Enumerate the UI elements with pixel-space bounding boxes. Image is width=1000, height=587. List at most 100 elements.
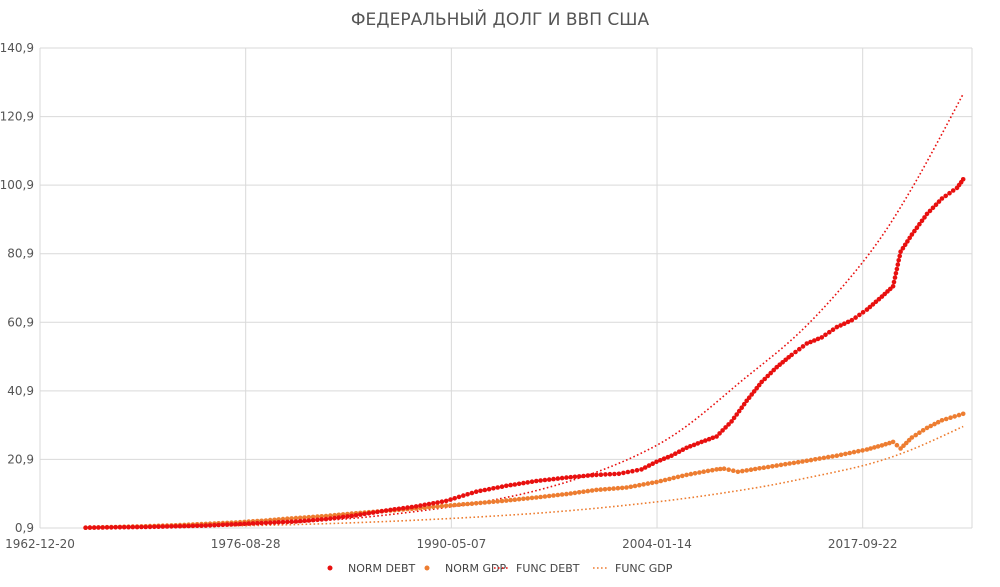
data-point xyxy=(396,506,402,512)
data-point xyxy=(388,507,393,513)
data-point xyxy=(890,284,896,289)
x-tick-label: 1990-05-07 xyxy=(416,537,486,551)
data-point xyxy=(542,494,548,499)
trend-line xyxy=(85,425,964,529)
data-point xyxy=(100,525,105,530)
data-point xyxy=(104,525,110,530)
data-point xyxy=(336,515,342,520)
data-point xyxy=(952,414,957,419)
legend-marker xyxy=(424,565,430,571)
data-point xyxy=(486,499,492,505)
legend-item-func-gdp: FUNC GDP xyxy=(593,562,673,575)
data-point xyxy=(825,454,831,460)
data-point xyxy=(688,444,693,449)
data-point xyxy=(706,436,712,442)
data-point xyxy=(768,370,773,376)
data-point xyxy=(431,501,436,506)
data-point xyxy=(895,262,901,267)
data-point xyxy=(943,193,948,199)
data-point xyxy=(203,523,209,528)
data-point xyxy=(778,462,784,468)
data-point xyxy=(734,412,739,417)
trend-line xyxy=(85,93,964,529)
data-point xyxy=(804,458,810,464)
data-point xyxy=(671,475,676,481)
data-point xyxy=(864,307,870,312)
data-point xyxy=(905,239,910,244)
data-point xyxy=(845,319,851,325)
data-point xyxy=(607,486,612,492)
data-point xyxy=(928,423,933,429)
data-point xyxy=(933,202,939,207)
data-point xyxy=(358,512,363,517)
data-point xyxy=(744,398,749,404)
data-point xyxy=(602,487,608,492)
legend-item-func-debt: FUNC DEBT xyxy=(494,562,580,575)
data-point xyxy=(872,445,877,450)
data-point xyxy=(701,469,706,475)
data-point xyxy=(495,499,501,504)
data-point xyxy=(913,432,918,438)
data-point xyxy=(302,518,307,524)
data-point xyxy=(473,489,479,495)
data-point xyxy=(930,205,936,211)
legend-item-norm-debt: NORM DEBT xyxy=(327,562,415,575)
plot-area xyxy=(83,93,966,530)
data-point xyxy=(616,471,622,477)
data-point xyxy=(199,523,204,528)
data-point xyxy=(504,498,509,503)
data-point xyxy=(873,299,879,305)
data-point xyxy=(720,428,725,433)
data-point xyxy=(315,514,320,519)
data-point xyxy=(774,463,779,468)
data-point xyxy=(173,524,178,529)
data-point xyxy=(83,525,88,530)
data-point xyxy=(757,466,762,471)
data-point xyxy=(160,524,166,529)
data-point xyxy=(875,444,881,449)
data-point xyxy=(362,511,367,517)
data-point xyxy=(960,411,966,417)
data-point xyxy=(585,473,591,478)
data-point xyxy=(819,335,825,340)
data-point xyxy=(932,421,937,427)
data-point xyxy=(259,520,264,526)
data-point xyxy=(147,524,153,530)
data-point xyxy=(740,468,745,474)
data-point xyxy=(126,524,131,530)
y-tick-label: 120,9 xyxy=(0,110,34,124)
data-point xyxy=(897,253,902,259)
data-point xyxy=(891,279,897,285)
data-point xyxy=(736,408,742,414)
data-point xyxy=(838,323,843,328)
data-point xyxy=(525,480,530,485)
data-point xyxy=(461,502,466,507)
data-point xyxy=(630,468,635,474)
data-point xyxy=(649,480,655,486)
data-point xyxy=(572,490,578,496)
data-point xyxy=(947,190,952,196)
data-point xyxy=(555,492,561,498)
data-point xyxy=(585,488,591,494)
data-point xyxy=(771,367,776,373)
data-point xyxy=(559,492,565,497)
data-point xyxy=(285,519,290,525)
legend-item-norm-gdp: NORM GDP xyxy=(424,562,507,575)
data-point xyxy=(718,466,723,472)
data-point xyxy=(896,258,901,263)
data-point xyxy=(383,508,389,513)
data-point xyxy=(919,218,925,224)
data-point xyxy=(676,449,682,455)
data-point xyxy=(815,336,821,342)
data-point xyxy=(632,483,638,489)
data-point xyxy=(924,425,930,431)
data-point xyxy=(658,478,664,484)
data-point xyxy=(224,522,230,527)
data-point xyxy=(452,496,458,501)
data-point xyxy=(538,478,543,483)
data-point xyxy=(808,457,814,463)
data-point xyxy=(887,440,892,446)
data-point xyxy=(512,482,518,487)
data-point xyxy=(216,522,221,528)
